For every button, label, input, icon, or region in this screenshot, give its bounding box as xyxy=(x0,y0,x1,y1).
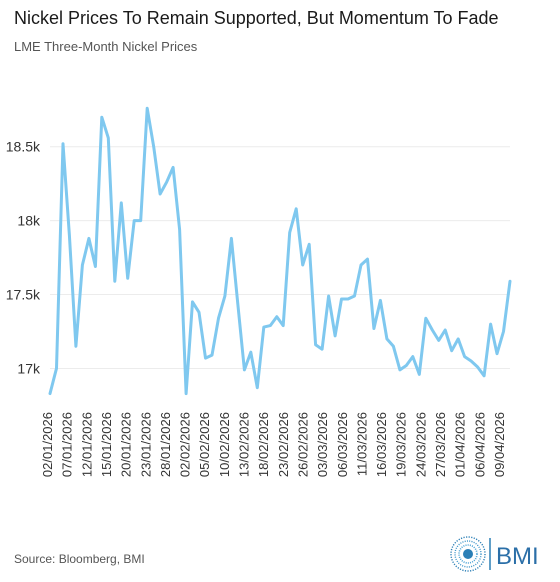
x-tick-label: 10/02/2026 xyxy=(217,412,232,477)
series-layer xyxy=(48,106,512,396)
y-tick-label: 18.5k xyxy=(6,139,41,155)
x-tick-label: 28/01/2026 xyxy=(158,412,173,477)
x-tick-label: 06/03/2026 xyxy=(335,412,350,477)
x-axis-ticks: 02/01/2026 07/01/2026 12/01/2026 15/01/2026… xyxy=(40,412,507,477)
x-tick-label: 20/01/2026 xyxy=(119,412,134,477)
series-line xyxy=(48,106,512,396)
y-tick-label: 17.5k xyxy=(6,287,41,303)
x-tick-label: 18/02/2026 xyxy=(256,412,271,477)
x-tick-label: 15/01/2026 xyxy=(99,412,114,477)
y-tick-label: 18k xyxy=(17,213,41,229)
x-tick-label: 13/02/2026 xyxy=(237,412,252,477)
y-tick-label: 17k xyxy=(17,360,41,376)
bmi-logo: BMI xyxy=(446,532,546,576)
logo-wordmark: BMI xyxy=(496,543,539,570)
y-axis-ticks: 17k 17.5k 18k 18.5k xyxy=(6,139,41,377)
x-tick-label: 07/01/2026 xyxy=(60,412,75,477)
x-tick-label: 24/03/2026 xyxy=(413,412,428,477)
x-tick-label: 06/04/2026 xyxy=(472,412,487,477)
x-tick-label: 12/01/2026 xyxy=(79,412,94,477)
x-tick-label: 02/01/2026 xyxy=(40,412,55,477)
x-tick-label: 16/03/2026 xyxy=(374,412,389,477)
x-tick-label: 26/02/2026 xyxy=(296,412,311,477)
chart-title: Nickel Prices To Remain Supported, But M… xyxy=(14,8,499,28)
x-tick-label: 09/04/2026 xyxy=(492,412,507,477)
x-tick-label: 27/03/2026 xyxy=(433,412,448,477)
logo-burst-icon xyxy=(450,536,486,572)
x-tick-label: 23/02/2026 xyxy=(276,412,291,477)
x-tick-label: 03/03/2026 xyxy=(315,412,330,477)
x-tick-label: 05/02/2026 xyxy=(197,412,212,477)
x-tick-label: 01/04/2026 xyxy=(453,412,468,477)
gridlines xyxy=(50,146,510,369)
chart-subtitle: LME Three-Month Nickel Prices xyxy=(14,39,198,54)
source-note: Source: Bloomberg, BMI xyxy=(14,552,145,566)
x-tick-label: 02/02/2026 xyxy=(178,412,193,477)
x-tick-label: 11/03/2026 xyxy=(354,412,369,476)
x-tick-label: 23/01/2026 xyxy=(138,412,153,477)
x-tick-label: 19/03/2026 xyxy=(394,412,409,477)
line-chart: 17k 17.5k 18k 18.5k 02/01/2026 07/01/2026 12/… xyxy=(6,106,512,477)
